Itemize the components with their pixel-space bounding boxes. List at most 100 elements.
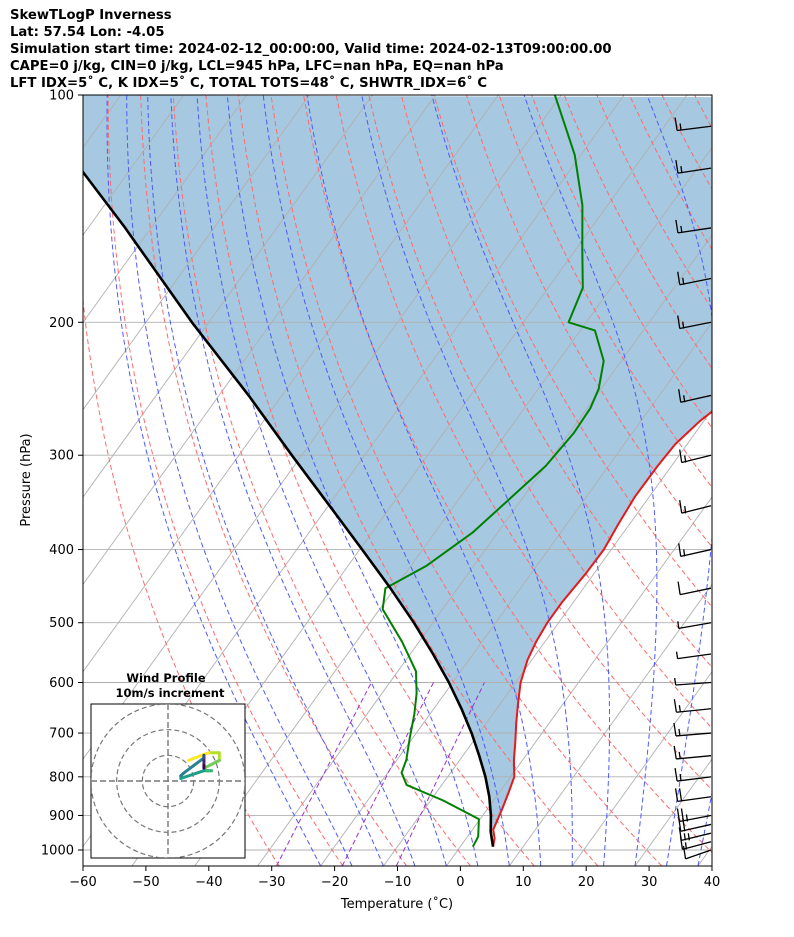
barb-shaft: [679, 814, 712, 823]
wind-barb: [674, 677, 712, 686]
barb-half-flag: [680, 166, 683, 174]
dewpoint-profile: [381, 95, 605, 848]
barb-half-flag: [680, 225, 683, 234]
dry-adiabat: [466, 95, 712, 548]
barb-half-flag: [677, 621, 680, 629]
barb-shaft: [677, 167, 712, 174]
wind-barb: [674, 117, 712, 132]
hodograph-content: [91, 704, 245, 858]
x-tick-label: 40: [704, 875, 721, 890]
barb-flag: [674, 788, 679, 802]
barb-flag: [674, 767, 678, 782]
x-axis-label: Temperature (˚C): [340, 896, 453, 912]
wind-barb: [677, 581, 712, 596]
wind-barb: [679, 499, 712, 514]
y-tick-label: 800: [49, 770, 74, 785]
moist-adiabat: [106, 95, 322, 866]
barb-half-flag: [679, 123, 682, 131]
wind-barb: [679, 449, 712, 464]
barb-shaft: [685, 849, 712, 860]
barb-shaft: [680, 548, 712, 558]
isotherm: [83, 95, 185, 236]
barb-half-flag: [684, 842, 688, 850]
moist-adiabat: [262, 95, 510, 866]
hodograph-inset: [90, 703, 246, 859]
x-tick-label: −50: [132, 875, 159, 890]
y-tick-label: 400: [49, 543, 74, 558]
dry-adiabat: [237, 95, 599, 866]
barb-flag: [677, 271, 681, 285]
barb-half-flag: [683, 395, 686, 403]
barb-half-flag: [675, 651, 679, 659]
dry-adiabat: [303, 95, 712, 854]
hodograph-trace: [179, 769, 206, 780]
x-tick-label: 10: [515, 875, 532, 890]
barb-shaft: [682, 841, 712, 851]
moist-adiabat: [147, 95, 384, 866]
hodograph-trace: [192, 756, 206, 768]
dry-adiabat: [760, 95, 794, 866]
y-tick-label: 900: [49, 809, 74, 824]
barb-flag: [678, 827, 682, 841]
barb-shaft: [677, 227, 712, 234]
wind-barbs: [673, 117, 712, 860]
dry-adiabat: [205, 95, 535, 866]
wind-barb: [675, 651, 712, 660]
x-tick-label: −60: [69, 875, 96, 890]
barb-shaft: [677, 653, 712, 660]
barb-shaft: [678, 622, 712, 629]
axes: −60 −50 −40 −30 −20 −10 0 10 20 30 40 1000 900 800 700…: [41, 89, 720, 891]
wind-barb: [678, 827, 712, 841]
wind-barb: [677, 621, 712, 629]
y-tick-label: 100: [49, 89, 74, 104]
isotherm: [83, 95, 310, 411]
mixing-ratio-line: [276, 682, 372, 866]
barb-flag: [677, 315, 681, 329]
barb-shaft: [679, 321, 712, 330]
wind-barb: [677, 315, 712, 330]
barb-half-flag: [682, 277, 685, 285]
moist-adiabat: [431, 95, 610, 866]
hodograph-subtitle: 10m/s increment: [116, 686, 225, 700]
wind-barb: [674, 788, 712, 803]
y-tick-label: 300: [49, 449, 74, 464]
barb-flag: [673, 699, 678, 713]
barb-flag: [679, 449, 683, 463]
barb-flag: [673, 722, 677, 737]
moist-adiabat: [729, 95, 794, 866]
y-tick-label: 700: [49, 727, 74, 742]
hodograph-trace: [181, 764, 196, 775]
wind-barb: [676, 808, 712, 823]
barb-shaft: [677, 796, 712, 803]
chart-title-block: SkewTLogP Inverness Lat: 57.54 Lon: -4.0…: [10, 8, 612, 93]
barb-flag: [674, 117, 678, 131]
barb-flag: [682, 845, 687, 860]
barb-half-flag: [683, 833, 686, 841]
isotherm: [83, 95, 499, 673]
barb-shaft: [681, 454, 712, 464]
barb-half-flag: [678, 751, 681, 760]
barb-flag: [673, 745, 677, 760]
mixing-ratio-line: [341, 682, 434, 866]
hodograph-trace: [202, 758, 221, 770]
barb-half-flag: [687, 833, 690, 841]
barb-half-flag: [685, 814, 689, 822]
stability-summary: CAPE=0 j/kg, CIN=0 j/kg, LCL=945 hPa, LF…: [10, 58, 504, 74]
dry-adiabat: [335, 95, 712, 791]
dry-adiabat: [107, 95, 344, 866]
temperature-profile: [492, 410, 712, 847]
simulation-times: Simulation start time: 2024-02-12_00:00:…: [10, 41, 612, 57]
barb-flag: [678, 543, 682, 557]
barb-half-flag: [683, 549, 686, 557]
barb-shaft: [679, 277, 712, 286]
barb-flag: [678, 788, 683, 802]
x-tick-label: −30: [258, 875, 285, 890]
barb-shaft: [680, 394, 712, 403]
barb-half-flag: [678, 705, 682, 713]
barb-shaft: [680, 823, 712, 832]
barb-half-flag: [679, 773, 682, 782]
barb-shaft: [681, 505, 712, 514]
barb-flag: [678, 389, 682, 403]
y-tick-label: 1000: [41, 844, 74, 859]
